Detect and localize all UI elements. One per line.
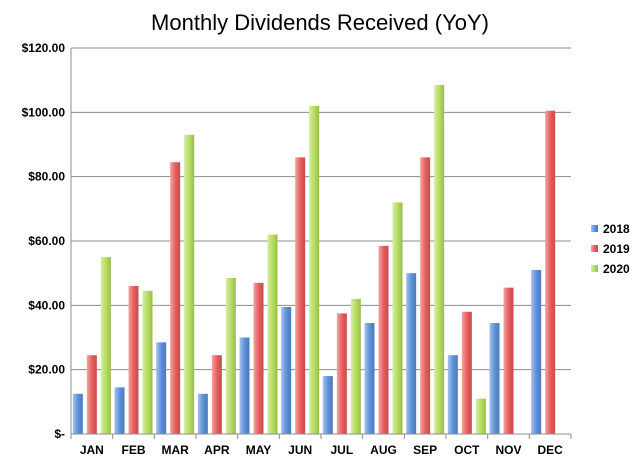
- bar-2020-oct: [475, 398, 486, 434]
- bar-2020-jan: [100, 257, 111, 434]
- bar-2019-mar: [170, 162, 181, 435]
- x-tick-label: FEB: [122, 443, 146, 457]
- gridlines: [71, 47, 571, 435]
- legend: 2018 2019 2020: [591, 222, 630, 276]
- y-tick-label: $60.00: [28, 234, 65, 248]
- bar-2020-mar: [184, 134, 195, 434]
- x-tick-label: APR: [204, 443, 230, 457]
- bar-2020-may: [267, 234, 278, 434]
- bar-2019-feb: [128, 286, 139, 434]
- x-tick-label: NOV: [495, 443, 521, 457]
- bar-2020-apr: [225, 277, 236, 434]
- bar-2018-apr: [197, 393, 208, 434]
- bar-2018-aug: [364, 323, 375, 434]
- bar-2019-may: [253, 282, 264, 434]
- bar-2018-may: [239, 337, 250, 434]
- bar-2020-jul: [350, 298, 361, 434]
- legend-swatch-2020: [591, 265, 598, 272]
- legend-label-2020: 2020: [603, 262, 630, 276]
- x-tick-label: MAR: [162, 443, 190, 457]
- x-tick-label: JAN: [80, 443, 104, 457]
- bar-2018-jan: [72, 393, 83, 434]
- bar-2019-apr: [211, 355, 222, 434]
- x-tick-label: JUL: [330, 443, 353, 457]
- bar-2019-jan: [86, 355, 97, 434]
- bar-2020-jun: [309, 105, 320, 435]
- y-tick-label: $100.00: [22, 105, 66, 119]
- bar-2019-dec: [545, 110, 556, 434]
- bars: [72, 84, 556, 435]
- x-tick-label: OCT: [454, 443, 480, 457]
- axes: $- $20.00 $40.00 $60.00 $80.00 $100.00 $120.00…: [22, 41, 572, 457]
- x-tick-label: DEC: [537, 443, 563, 457]
- bar-2019-sep: [420, 157, 431, 434]
- bar-2018-dec: [531, 269, 542, 434]
- bar-2019-oct: [461, 311, 472, 434]
- bar-2019-jul: [336, 313, 347, 434]
- bar-2018-nov: [489, 323, 500, 434]
- bar-2019-aug: [378, 245, 389, 434]
- bar-2019-nov: [503, 287, 514, 434]
- x-tick-label: JUN: [288, 443, 312, 457]
- bar-2020-feb: [142, 290, 153, 434]
- x-tick-label: AUG: [370, 443, 397, 457]
- bar-2020-aug: [392, 202, 403, 434]
- y-tick-label: $80.00: [28, 170, 65, 184]
- legend-label-2018: 2018: [603, 222, 630, 236]
- x-tick-label: MAY: [246, 443, 272, 457]
- bar-2020-sep: [434, 84, 445, 434]
- legend-swatch-2018: [591, 225, 598, 232]
- x-tick-label: SEP: [413, 443, 437, 457]
- bar-2018-sep: [406, 273, 417, 434]
- legend-label-2019: 2019: [603, 242, 630, 256]
- y-tick-label: $20.00: [28, 363, 65, 377]
- y-tick-label: $120.00: [22, 41, 66, 55]
- y-tick-label: $-: [54, 427, 65, 441]
- bar-2018-mar: [156, 342, 167, 434]
- bar-2018-feb: [114, 387, 125, 434]
- bar-2019-jun: [295, 157, 306, 434]
- y-tick-label: $40.00: [28, 298, 65, 312]
- legend-swatch-2019: [591, 245, 598, 252]
- chart-title: Monthly Dividends Received (YoY): [151, 10, 489, 35]
- bar-2018-oct: [447, 355, 458, 434]
- bar-2018-jun: [281, 306, 292, 434]
- bar-2018-jul: [322, 376, 333, 434]
